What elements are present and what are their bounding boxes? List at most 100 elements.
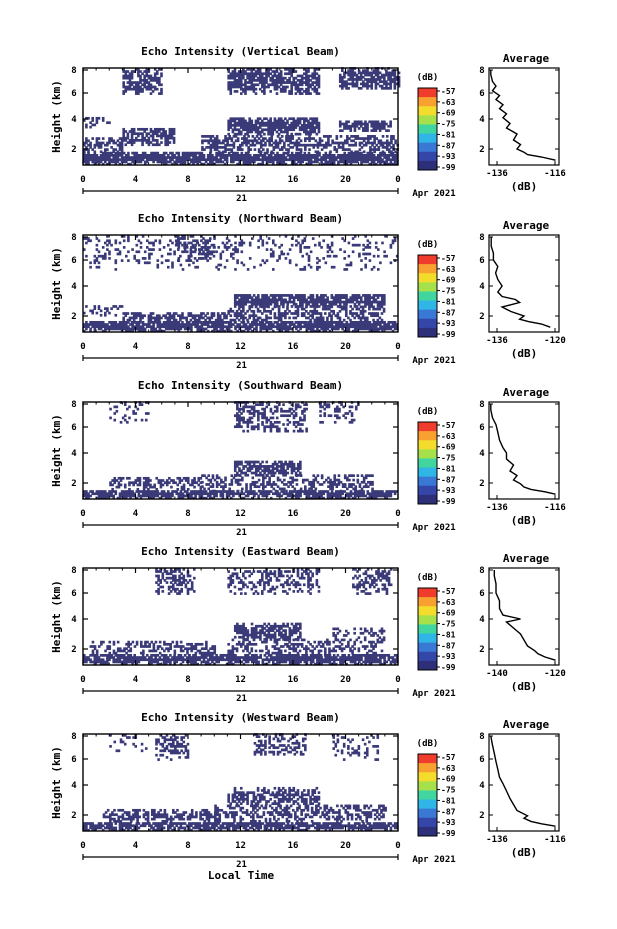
echo-cell bbox=[290, 117, 293, 121]
echo-cell bbox=[182, 485, 186, 489]
echo-cell bbox=[341, 86, 344, 90]
echo-cell bbox=[151, 134, 155, 138]
echo-cell bbox=[209, 160, 212, 164]
echo-cell bbox=[160, 132, 163, 136]
echo-cell bbox=[154, 327, 157, 331]
echo-cell bbox=[322, 300, 325, 304]
echo-cell bbox=[162, 156, 166, 159]
average-y-tick-label: 4 bbox=[479, 282, 485, 292]
echo-cell bbox=[271, 83, 275, 87]
echo-cell bbox=[322, 153, 325, 157]
echo-cell bbox=[311, 74, 314, 78]
echo-cell bbox=[158, 492, 162, 496]
echo-cell bbox=[290, 132, 293, 136]
echo-cell bbox=[305, 162, 309, 166]
echo-cell bbox=[395, 158, 399, 162]
echo-cell bbox=[359, 298, 363, 302]
echo-cell bbox=[93, 156, 97, 159]
echo-cell bbox=[393, 73, 397, 77]
echo-cell bbox=[212, 254, 216, 258]
echo-cell bbox=[198, 153, 202, 157]
echo-cell bbox=[324, 261, 328, 265]
echo-cell bbox=[313, 128, 317, 132]
echo-cell bbox=[282, 158, 286, 162]
echo-cell bbox=[328, 492, 332, 496]
echo-cell bbox=[383, 122, 386, 126]
echo-cell bbox=[316, 327, 319, 331]
echo-cell bbox=[137, 494, 141, 498]
echo-cell bbox=[124, 90, 128, 93]
echo-cell bbox=[256, 68, 260, 71]
echo-cell bbox=[337, 160, 340, 164]
echo-cell bbox=[209, 137, 213, 140]
echo-cell bbox=[128, 481, 131, 485]
echo-cell bbox=[127, 259, 130, 262]
echo-cell bbox=[221, 312, 224, 315]
echo-cell bbox=[302, 320, 306, 324]
echo-cell bbox=[95, 116, 99, 120]
echo-cell bbox=[338, 316, 342, 320]
echo-cell bbox=[296, 132, 300, 136]
echo-cell bbox=[284, 130, 287, 134]
echo-cell bbox=[299, 156, 302, 159]
echo-cell bbox=[143, 138, 146, 142]
echo-cell bbox=[366, 129, 369, 132]
echo-cell bbox=[265, 76, 268, 80]
echo-cell bbox=[222, 487, 225, 491]
echo-cell bbox=[376, 300, 380, 304]
echo-cell bbox=[168, 481, 171, 485]
echo-cell bbox=[242, 158, 246, 162]
echo-cell bbox=[209, 325, 212, 329]
echo-cell bbox=[181, 250, 184, 254]
echo-cell bbox=[238, 302, 241, 306]
echo-cell bbox=[149, 483, 152, 487]
echo-cell bbox=[124, 85, 128, 89]
echo-cell bbox=[253, 480, 257, 484]
echo-cell bbox=[381, 241, 384, 245]
echo-cell bbox=[280, 323, 283, 326]
echo-cell bbox=[257, 150, 261, 154]
echo-cell bbox=[141, 314, 144, 318]
echo-cell bbox=[255, 327, 258, 331]
echo-cell bbox=[112, 490, 115, 493]
echo-cell bbox=[221, 160, 225, 164]
echo-cell bbox=[139, 85, 142, 89]
echo-cell bbox=[141, 158, 145, 162]
echo-cell bbox=[387, 325, 391, 329]
echo-cell bbox=[152, 248, 155, 251]
echo-cell bbox=[375, 143, 379, 147]
echo-cell bbox=[305, 156, 309, 159]
echo-cell bbox=[254, 298, 258, 302]
echo-cell bbox=[230, 160, 233, 164]
echo-cell bbox=[204, 492, 208, 496]
echo-cell bbox=[185, 492, 189, 496]
echo-cell bbox=[181, 314, 184, 318]
echo-cell bbox=[211, 160, 214, 164]
echo-cell bbox=[143, 329, 147, 333]
echo-cell bbox=[237, 312, 241, 315]
echo-cell bbox=[351, 78, 355, 81]
echo-cell bbox=[298, 126, 302, 129]
echo-cell bbox=[120, 153, 124, 157]
echo-cell bbox=[375, 137, 379, 140]
echo-cell bbox=[206, 248, 209, 251]
echo-cell bbox=[227, 323, 231, 326]
echo-cell bbox=[381, 150, 385, 154]
echo-cell bbox=[305, 309, 308, 313]
echo-cell bbox=[134, 479, 138, 482]
echo-cell bbox=[359, 124, 363, 128]
echo-cell bbox=[254, 124, 258, 127]
echo-cell bbox=[156, 490, 160, 493]
echo-cell bbox=[227, 246, 231, 249]
echo-cell bbox=[302, 314, 306, 318]
echo-cell bbox=[317, 126, 321, 129]
echo-cell bbox=[93, 150, 97, 154]
echo-cell bbox=[122, 325, 126, 329]
echo-cell bbox=[379, 143, 383, 147]
echo-cell bbox=[397, 84, 401, 88]
echo-cell bbox=[168, 136, 172, 140]
echo-cell bbox=[330, 265, 334, 269]
echo-cell bbox=[152, 494, 155, 498]
echo-cell bbox=[259, 300, 262, 304]
echo-cell bbox=[126, 132, 130, 136]
